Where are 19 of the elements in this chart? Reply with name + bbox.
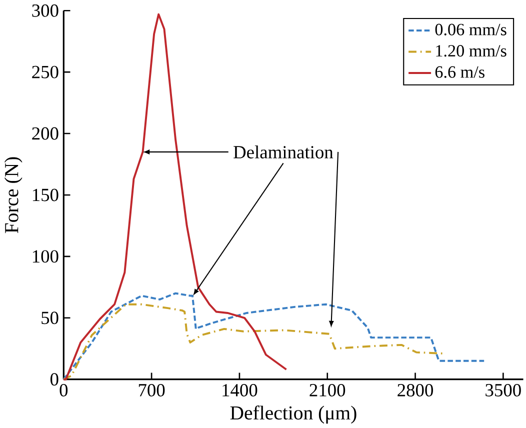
- y-tick-label: 300: [32, 4, 58, 17]
- x-axis-title: Deflection (μm): [230, 405, 356, 424]
- y-axis-title: Force (N): [4, 157, 22, 234]
- x-tick-label: 2100: [310, 384, 346, 396]
- x-tick-label: 2800: [398, 384, 433, 396]
- legend-label: 0.06 mm/s: [435, 24, 506, 36]
- x-tick-label: 700: [138, 384, 165, 396]
- x-tick-label: 0: [60, 384, 68, 396]
- y-tick-label: 250: [32, 66, 58, 78]
- annotation: Delamination: [234, 145, 334, 158]
- y-tick-label: 200: [32, 127, 58, 140]
- x-tick-label: 1400: [222, 384, 258, 396]
- y-tick-label: 50: [42, 312, 58, 324]
- y-tick-label: 0: [50, 373, 58, 386]
- legend-label: 1.20 mm/s: [436, 45, 506, 57]
- y-tick-label: 100: [32, 250, 58, 263]
- y-tick-label: 150: [32, 188, 58, 202]
- legend-label: 6.6 m/s: [435, 66, 484, 78]
- x-tick-label: 3500: [486, 384, 521, 396]
